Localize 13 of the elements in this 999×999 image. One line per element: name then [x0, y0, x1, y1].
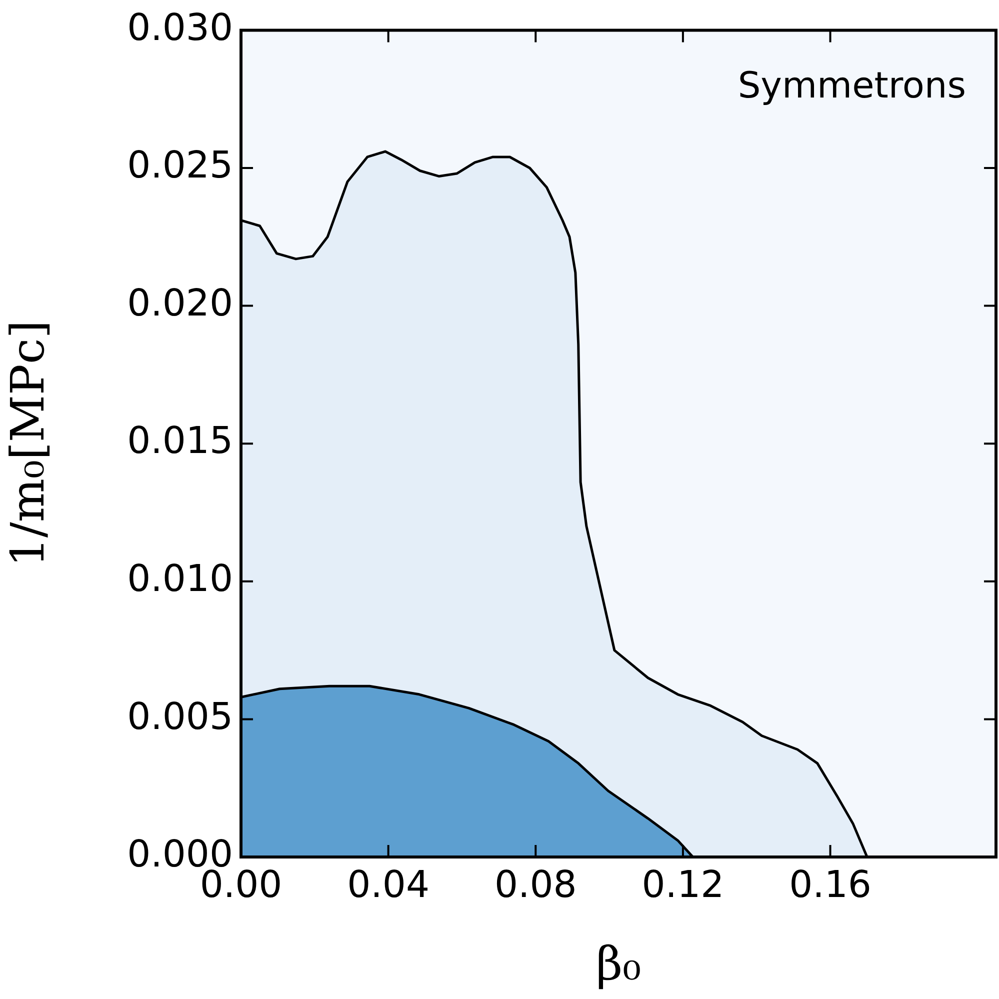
y-tick-label: 0.005	[127, 694, 233, 738]
y-axis-title: 1/m₀[MPc]	[0, 320, 55, 567]
y-tick-label: 0.015	[127, 419, 233, 462]
x-tick-label: 0.12	[642, 862, 724, 906]
x-tick-label: 0.08	[494, 862, 577, 906]
x-tick-label: 0.04	[347, 862, 430, 906]
y-tick-label: 0.025	[127, 144, 233, 187]
y-tick-label: 0.020	[127, 281, 233, 324]
y-tick-label: 0.030	[127, 6, 233, 49]
x-axis-title: β₀	[596, 936, 642, 990]
y-tick-label: 0.010	[127, 557, 233, 600]
annotation: Symmetrons	[738, 66, 966, 107]
x-tick-label: 0.16	[789, 862, 872, 906]
